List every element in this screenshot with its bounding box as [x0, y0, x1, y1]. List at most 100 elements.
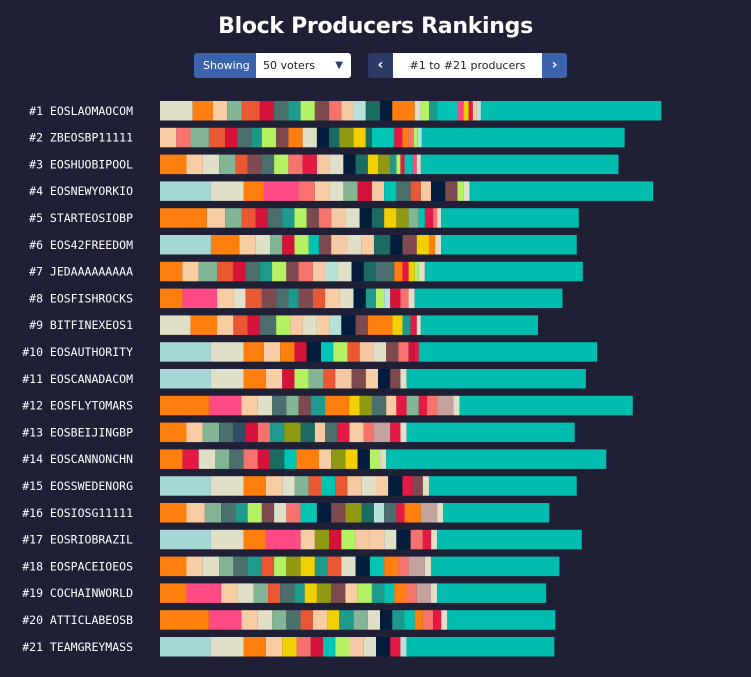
voter-segment[interactable]: [422, 476, 429, 496]
voter-segment[interactable]: [160, 422, 187, 443]
voter-segment[interactable]: [314, 101, 330, 121]
voter-segment[interactable]: [376, 476, 389, 496]
voter-segment[interactable]: [325, 288, 340, 309]
voter-segment[interactable]: [186, 422, 203, 443]
voter-segment[interactable]: [339, 288, 354, 309]
voter-segment[interactable]: [394, 261, 403, 282]
voter-segment[interactable]: [274, 154, 289, 175]
voter-segment[interactable]: [314, 422, 326, 443]
voter-segment[interactable]: [339, 610, 354, 630]
other-voters-segment[interactable]: [406, 422, 575, 443]
voter-segment[interactable]: [331, 449, 346, 469]
voter-segment[interactable]: [298, 261, 313, 282]
voter-segment[interactable]: [417, 127, 422, 148]
voter-segment[interactable]: [227, 101, 242, 121]
voter-segment[interactable]: [233, 422, 246, 443]
voter-segment[interactable]: [392, 610, 405, 630]
voter-segment[interactable]: [202, 154, 220, 175]
voter-segment[interactable]: [263, 342, 281, 362]
voter-segment[interactable]: [413, 127, 418, 148]
voter-segment[interactable]: [225, 208, 242, 228]
voter-segment[interactable]: [225, 127, 238, 148]
voter-segment[interactable]: [298, 395, 311, 416]
voter-segment[interactable]: [300, 529, 315, 550]
voter-segment[interactable]: [288, 154, 303, 175]
voter-segment[interactable]: [296, 637, 311, 657]
voter-segment[interactable]: [349, 637, 364, 657]
voter-segment[interactable]: [284, 449, 297, 469]
voter-segment[interactable]: [160, 449, 183, 469]
voter-segment[interactable]: [363, 637, 376, 657]
voter-segment[interactable]: [257, 610, 273, 630]
voter-segment[interactable]: [186, 556, 203, 577]
voter-segment[interactable]: [210, 637, 244, 657]
voter-segment[interactable]: [396, 154, 401, 175]
voter-segment[interactable]: [235, 503, 248, 523]
voter-segment[interactable]: [369, 449, 381, 469]
voter-segment[interactable]: [371, 583, 385, 603]
voter-segment[interactable]: [394, 583, 407, 603]
voter-segment[interactable]: [221, 503, 236, 523]
voter-segment[interactable]: [331, 503, 346, 523]
voter-segment[interactable]: [280, 342, 295, 362]
voter-segment[interactable]: [294, 369, 309, 389]
other-voters-segment[interactable]: [428, 476, 577, 496]
voter-segment[interactable]: [363, 422, 374, 443]
voter-segment[interactable]: [367, 315, 393, 335]
voter-segment[interactable]: [210, 529, 244, 550]
voter-segment[interactable]: [325, 395, 350, 416]
voter-segment[interactable]: [406, 583, 417, 603]
voter-segment[interactable]: [259, 261, 273, 282]
voter-segment[interactable]: [349, 422, 364, 443]
voter-segment[interactable]: [221, 583, 238, 603]
voter-segment[interactable]: [300, 610, 313, 630]
voter-segment[interactable]: [416, 583, 432, 603]
voter-segment[interactable]: [219, 422, 234, 443]
voter-segment[interactable]: [202, 556, 220, 577]
voter-segment[interactable]: [241, 395, 258, 416]
voter-segment[interactable]: [320, 342, 334, 362]
voter-segment[interactable]: [341, 315, 356, 335]
other-voters-segment[interactable]: [469, 181, 654, 201]
voter-segment[interactable]: [300, 422, 315, 443]
voter-segment[interactable]: [441, 610, 448, 630]
voter-segment[interactable]: [265, 476, 283, 496]
voter-segment[interactable]: [384, 503, 397, 523]
voter-segment[interactable]: [241, 208, 256, 228]
voter-segment[interactable]: [302, 127, 317, 148]
voter-segment[interactable]: [323, 637, 336, 657]
voter-segment[interactable]: [384, 529, 397, 550]
voter-segment[interactable]: [349, 395, 360, 416]
voter-segment[interactable]: [247, 315, 260, 335]
other-voters-segment[interactable]: [406, 637, 555, 657]
voter-segment[interactable]: [414, 342, 419, 362]
voter-segment[interactable]: [424, 556, 432, 577]
voter-segment[interactable]: [433, 610, 442, 630]
voter-segment[interactable]: [243, 637, 266, 657]
voter-segment[interactable]: [402, 476, 413, 496]
voter-segment[interactable]: [288, 101, 301, 121]
voter-segment[interactable]: [314, 181, 330, 201]
voter-segment[interactable]: [160, 342, 211, 362]
voter-segment[interactable]: [408, 288, 415, 309]
other-voters-segment[interactable]: [437, 529, 582, 550]
voter-segment[interactable]: [416, 235, 429, 255]
voter-segment[interactable]: [210, 181, 244, 201]
voter-segment[interactable]: [329, 127, 340, 148]
voter-segment[interactable]: [290, 315, 303, 335]
voter-segment[interactable]: [355, 315, 368, 335]
voter-segment[interactable]: [217, 315, 234, 335]
voter-segment[interactable]: [186, 503, 205, 523]
other-voters-segment[interactable]: [420, 315, 538, 335]
voter-segment[interactable]: [270, 449, 285, 469]
voter-segment[interactable]: [371, 127, 395, 148]
voter-segment[interactable]: [404, 610, 415, 630]
voter-segment[interactable]: [284, 422, 301, 443]
voter-segment[interactable]: [400, 422, 407, 443]
voter-segment[interactable]: [400, 288, 409, 309]
voter-segment[interactable]: [408, 342, 415, 362]
voter-segment[interactable]: [318, 235, 332, 255]
voter-segment[interactable]: [327, 610, 340, 630]
previous-page-button[interactable]: ‹: [368, 53, 393, 78]
voter-segment[interactable]: [272, 261, 287, 282]
